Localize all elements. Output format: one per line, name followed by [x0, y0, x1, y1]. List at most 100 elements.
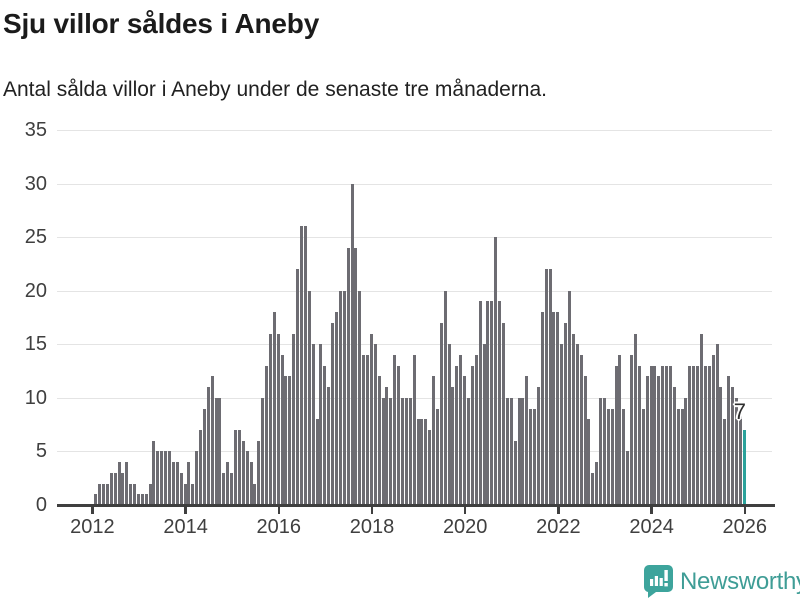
bar	[505, 397, 509, 505]
bar	[715, 344, 719, 505]
bar	[467, 397, 471, 505]
bar	[490, 301, 494, 505]
x-axis-tick-label: 2026	[722, 516, 768, 538]
brand-name: Newsworthy	[680, 567, 800, 595]
y-axis-tick-label: 0	[35, 494, 47, 516]
gridline	[57, 130, 772, 131]
bar	[723, 419, 727, 505]
bar	[703, 365, 707, 505]
bar	[129, 483, 133, 505]
bar	[544, 269, 548, 505]
bar	[641, 408, 645, 505]
bar	[420, 419, 424, 505]
bar	[257, 440, 261, 505]
bar	[630, 355, 634, 505]
bar	[494, 237, 498, 505]
bar	[455, 365, 459, 505]
bar	[606, 408, 610, 505]
bar	[610, 408, 614, 505]
bar	[645, 376, 649, 505]
y-axis-tick-label: 20	[24, 279, 47, 302]
bar	[711, 355, 715, 505]
bar	[354, 247, 358, 505]
bar	[447, 344, 451, 505]
bar	[575, 344, 579, 505]
bar	[416, 419, 420, 505]
bar	[626, 451, 630, 505]
page-title: Sju villor såldes i Aneby	[3, 8, 320, 39]
bar	[171, 462, 175, 505]
bar	[564, 322, 568, 505]
bar	[303, 226, 307, 505]
bar	[191, 483, 195, 505]
bar	[105, 483, 109, 505]
bar	[187, 462, 191, 505]
bar	[738, 408, 742, 505]
bar	[218, 397, 222, 505]
x-axis-tick	[463, 506, 467, 514]
x-axis-tick	[370, 506, 374, 514]
bar	[202, 408, 206, 505]
bar	[237, 430, 241, 505]
bar	[552, 312, 556, 505]
bar	[548, 269, 552, 505]
newsworthy-brand-link[interactable]: Newsworthy	[644, 565, 800, 598]
bar	[334, 312, 338, 505]
bar	[148, 483, 152, 505]
bar	[700, 333, 704, 505]
bar	[404, 397, 408, 505]
bar	[529, 408, 533, 505]
bar	[98, 483, 102, 505]
bar	[482, 344, 486, 505]
bar	[439, 322, 443, 505]
bar	[536, 387, 540, 505]
bar	[688, 365, 692, 505]
bar	[463, 376, 467, 505]
bar	[117, 462, 121, 505]
bar	[509, 397, 513, 505]
bar	[195, 451, 199, 505]
bar	[661, 365, 665, 505]
bar	[136, 494, 140, 505]
bar	[599, 397, 603, 505]
bar	[140, 494, 144, 505]
bar	[241, 440, 245, 505]
highlighted-bar	[742, 430, 746, 505]
bar	[109, 472, 113, 505]
bar	[653, 365, 657, 505]
x-axis-tick	[184, 506, 187, 514]
x-axis-tick-label: 2024	[629, 516, 674, 538]
bar	[517, 397, 521, 505]
bar	[280, 355, 284, 505]
bar	[587, 419, 591, 505]
bar	[307, 290, 311, 505]
bar	[719, 387, 723, 505]
bar	[432, 376, 436, 505]
bar	[369, 333, 373, 505]
bar	[272, 312, 276, 505]
newsworthy-logo-icon	[644, 565, 673, 598]
bar	[459, 355, 463, 505]
bar	[230, 472, 234, 505]
x-axis-tick	[650, 506, 653, 514]
bar	[350, 183, 354, 505]
bar	[179, 472, 183, 505]
bar	[245, 451, 249, 505]
bar	[261, 397, 265, 505]
bar	[377, 376, 381, 505]
bar	[183, 483, 187, 505]
x-axis-tick	[557, 506, 560, 514]
bar	[676, 408, 680, 505]
bar	[424, 419, 428, 505]
bar	[214, 397, 218, 505]
bar	[412, 355, 416, 505]
gridline	[57, 290, 772, 292]
last-value-annotation: 7	[733, 399, 746, 424]
bar	[602, 397, 606, 505]
bar	[634, 333, 637, 505]
bar	[649, 365, 653, 505]
bar	[498, 301, 502, 505]
bar	[210, 376, 214, 505]
bar	[315, 419, 319, 505]
